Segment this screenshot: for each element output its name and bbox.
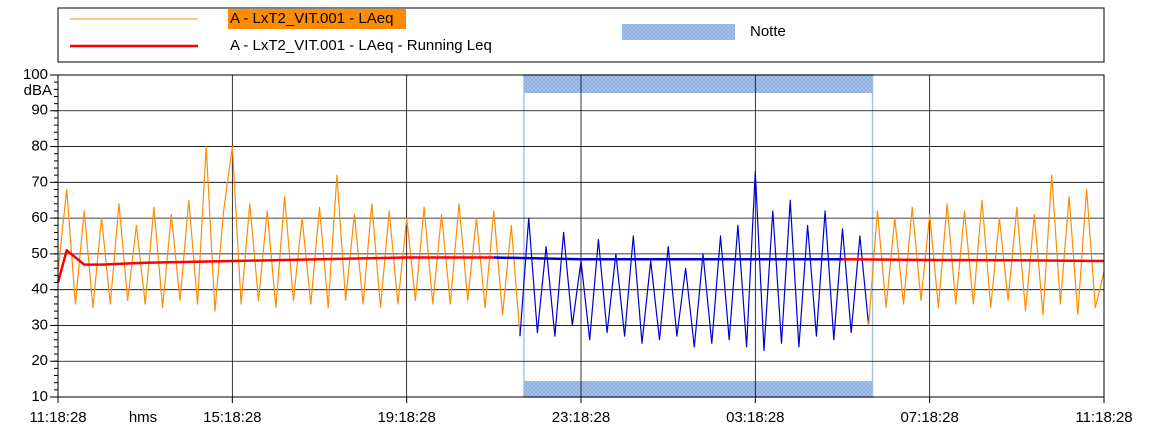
legend-label: A - LxT2_VIT.001 - LAeq — [230, 10, 393, 27]
y-tick-label: 10 — [31, 388, 48, 405]
x-tick-label: 11:18:28 — [1075, 409, 1132, 426]
level-line — [519, 171, 870, 352]
x-unit-label: hms — [129, 409, 157, 426]
x-tick-label: 07:18:28 — [900, 409, 958, 426]
legend-label: A - LxT2_VIT.001 - LAeq - Running Leq — [230, 37, 492, 54]
legend-label-bg — [228, 9, 406, 29]
y-tick-label: 80 — [31, 138, 48, 155]
y-tick-label: 30 — [31, 316, 48, 333]
legend-box — [57, 7, 1105, 63]
legend-label: Notte — [750, 23, 786, 40]
running-line — [842, 258, 1105, 263]
x-tick-label: 15:18:28 — [203, 409, 261, 426]
y-axis-label: dBA — [24, 82, 52, 99]
band — [523, 74, 874, 398]
y-tick-label: 70 — [31, 173, 48, 190]
x-tick-label: 03:18:28 — [726, 409, 784, 426]
x-tick-label: 23:18:28 — [552, 409, 610, 426]
band-bar-top — [523, 75, 873, 93]
level-line — [868, 174, 1105, 326]
y-tick-label: 40 — [31, 281, 48, 298]
legend-swatch — [622, 24, 735, 40]
y-tick-label: 50 — [31, 245, 48, 262]
y-tick-label: 20 — [31, 352, 48, 369]
running-line — [493, 256, 843, 261]
x-tick-label: 11:18:28 — [29, 409, 86, 426]
plot-frame — [57, 74, 1105, 398]
running-line — [56, 249, 494, 283]
y-tick-label: 60 — [31, 209, 48, 226]
y-tick-label: 90 — [31, 102, 48, 119]
band-bar-bottom — [523, 381, 873, 397]
level-line — [57, 146, 521, 337]
x-tick-label: 19:18:28 — [377, 409, 435, 426]
y-tick-label: 100 — [23, 66, 48, 83]
